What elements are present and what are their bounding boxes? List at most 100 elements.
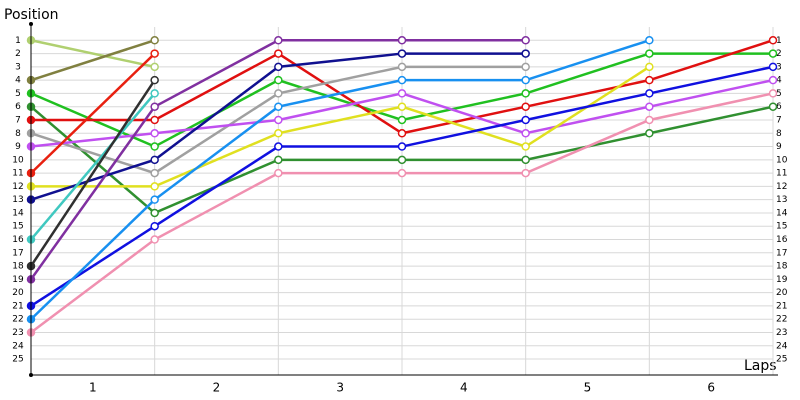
y-tick-label-right: 25 xyxy=(776,355,787,365)
y-tick-label-right: 1 xyxy=(776,36,782,46)
point xyxy=(274,36,283,45)
point xyxy=(521,129,530,138)
series-line xyxy=(30,92,156,241)
x-tick-label: 6 xyxy=(707,381,715,395)
point xyxy=(274,89,283,98)
y-tick-label: 4 xyxy=(15,76,21,86)
point xyxy=(768,89,778,98)
x-tick-label: 1 xyxy=(89,381,97,395)
point xyxy=(150,62,159,72)
y-tick-label-right: 3 xyxy=(776,62,782,72)
point xyxy=(150,129,159,138)
point xyxy=(397,155,407,165)
y-tick-label: 18 xyxy=(12,262,24,272)
y-tick-label-right: 17 xyxy=(776,248,787,258)
point xyxy=(150,49,159,58)
point xyxy=(150,155,159,165)
y-tick-label: 7 xyxy=(15,115,21,125)
point xyxy=(521,155,530,165)
y-tick-label: 21 xyxy=(12,301,23,311)
axes xyxy=(29,22,778,377)
point xyxy=(274,49,283,58)
point xyxy=(521,36,530,45)
point xyxy=(150,208,159,218)
point xyxy=(274,62,283,72)
point xyxy=(397,142,407,151)
point xyxy=(645,62,654,72)
point xyxy=(274,142,283,151)
x-tick-label: 3 xyxy=(336,381,344,395)
y-tick-label-right: 22 xyxy=(776,315,787,325)
y-tick-label: 14 xyxy=(12,208,24,218)
series-line xyxy=(30,39,156,82)
point xyxy=(150,195,159,204)
point xyxy=(521,89,530,98)
point xyxy=(397,62,407,72)
point xyxy=(274,168,283,178)
point xyxy=(768,102,778,111)
y-tick-label: 24 xyxy=(12,341,24,351)
point xyxy=(521,115,530,125)
point xyxy=(645,115,654,125)
point xyxy=(274,155,283,165)
point xyxy=(397,75,407,85)
point xyxy=(397,102,407,111)
point xyxy=(397,89,407,98)
point xyxy=(150,221,159,231)
point xyxy=(150,89,159,98)
series-line xyxy=(30,39,155,69)
y-tick-label-right: 20 xyxy=(776,288,788,298)
x-tick-label: 5 xyxy=(584,381,592,395)
point xyxy=(397,115,407,125)
y-tick-label-right: 10 xyxy=(776,155,788,165)
y-tick-label-right: 24 xyxy=(776,341,788,351)
y-tick-label: 8 xyxy=(15,129,21,139)
y-tick-label: 10 xyxy=(12,155,24,165)
y-tick-label: 22 xyxy=(12,315,23,325)
point xyxy=(150,102,159,111)
point xyxy=(274,102,283,111)
y-tick-label-right: 19 xyxy=(776,275,788,285)
point xyxy=(150,168,159,178)
point xyxy=(521,168,530,178)
point xyxy=(645,36,654,45)
x-axis-label: Laps xyxy=(744,358,777,374)
y-tick-label-right: 8 xyxy=(776,129,782,139)
y-tick-label-right: 15 xyxy=(776,222,787,232)
y-tick-label: 2 xyxy=(15,49,21,59)
point xyxy=(150,115,159,125)
series-line xyxy=(30,52,156,175)
y-tick-label-right: 23 xyxy=(776,328,787,338)
point xyxy=(274,115,283,125)
point xyxy=(521,62,530,72)
point xyxy=(521,102,530,111)
y-tick-label-right: 18 xyxy=(776,262,788,272)
point xyxy=(521,75,530,85)
point xyxy=(768,36,778,45)
point xyxy=(768,75,778,85)
point xyxy=(645,49,654,58)
point xyxy=(521,142,530,151)
point xyxy=(150,36,159,45)
y-tick-label-right: 11 xyxy=(776,169,787,179)
y-tick-label-right: 12 xyxy=(776,182,787,192)
point xyxy=(645,102,654,111)
point xyxy=(397,129,407,138)
point xyxy=(521,49,530,58)
y-axis-label: Position xyxy=(4,7,59,23)
y-tick-label: 12 xyxy=(12,182,23,192)
series-line xyxy=(31,65,651,188)
y-tick-label: 20 xyxy=(12,288,24,298)
point xyxy=(150,235,159,244)
y-tick-label-right: 6 xyxy=(776,102,782,112)
point xyxy=(645,75,654,85)
y-tick-label-right: 16 xyxy=(776,235,788,245)
y-tick-label-right: 4 xyxy=(776,76,782,86)
y-tick-label: 19 xyxy=(12,275,24,285)
point xyxy=(645,129,654,138)
y-tick-label: 16 xyxy=(12,235,24,245)
point xyxy=(397,168,407,178)
y-tick-label-right: 2 xyxy=(776,49,782,59)
x-tick-label: 2 xyxy=(213,381,221,395)
